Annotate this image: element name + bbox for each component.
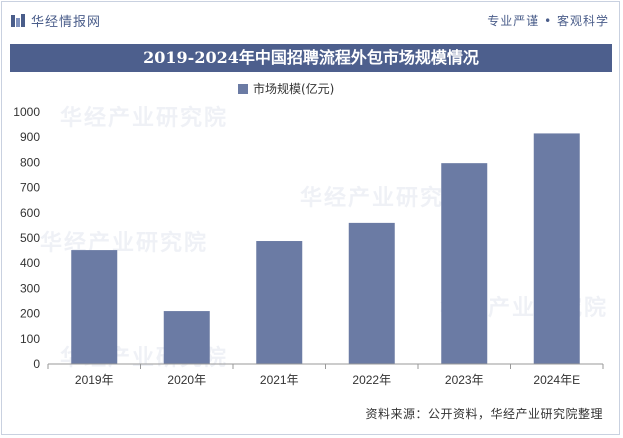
- legend: 市场规模(亿元): [238, 80, 334, 97]
- y-tick-label: 500: [20, 231, 40, 245]
- bar: [533, 133, 580, 364]
- legend-swatch: [238, 83, 248, 94]
- slogan: 专业严谨 • 客观科学: [487, 14, 609, 28]
- y-tick-label: 400: [20, 256, 40, 270]
- chart-title: 2019-2024年中国招聘流程外包市场规模情况: [10, 44, 612, 72]
- source-note: 资料来源：公开资料，华经产业研究院整理: [365, 407, 603, 421]
- bar: [71, 250, 118, 364]
- y-tick-label: 100: [20, 332, 40, 346]
- huajing-logo-icon: [10, 13, 26, 29]
- bar: [348, 222, 395, 364]
- brand-name: 华经情报网: [31, 15, 102, 30]
- brand: 华经情报网: [10, 11, 101, 30]
- bar: [441, 163, 488, 364]
- y-tick-label: 200: [20, 307, 40, 321]
- x-tick-label: 2021年: [260, 373, 299, 387]
- y-tick-label: 300: [20, 281, 40, 295]
- y-tick-label: 800: [20, 155, 40, 169]
- y-tick-label: 700: [20, 181, 40, 195]
- bar: [163, 311, 210, 364]
- x-tick-label: 2023年: [445, 373, 484, 387]
- y-tick-label: 0: [33, 357, 40, 371]
- bar: [256, 241, 303, 364]
- x-tick-label: 2020年: [167, 373, 206, 387]
- header: 华经情报网 专业严谨 • 客观科学: [0, 0, 623, 40]
- x-tick-label: 2022年: [352, 373, 391, 387]
- y-tick-label: 900: [20, 130, 40, 144]
- y-tick-label: 600: [20, 206, 40, 220]
- legend-label: 市场规模(亿元): [253, 82, 335, 96]
- x-tick-label: 2024年E: [533, 373, 580, 387]
- y-tick-label: 1000: [13, 105, 40, 119]
- x-tick-label: 2019年: [75, 373, 114, 387]
